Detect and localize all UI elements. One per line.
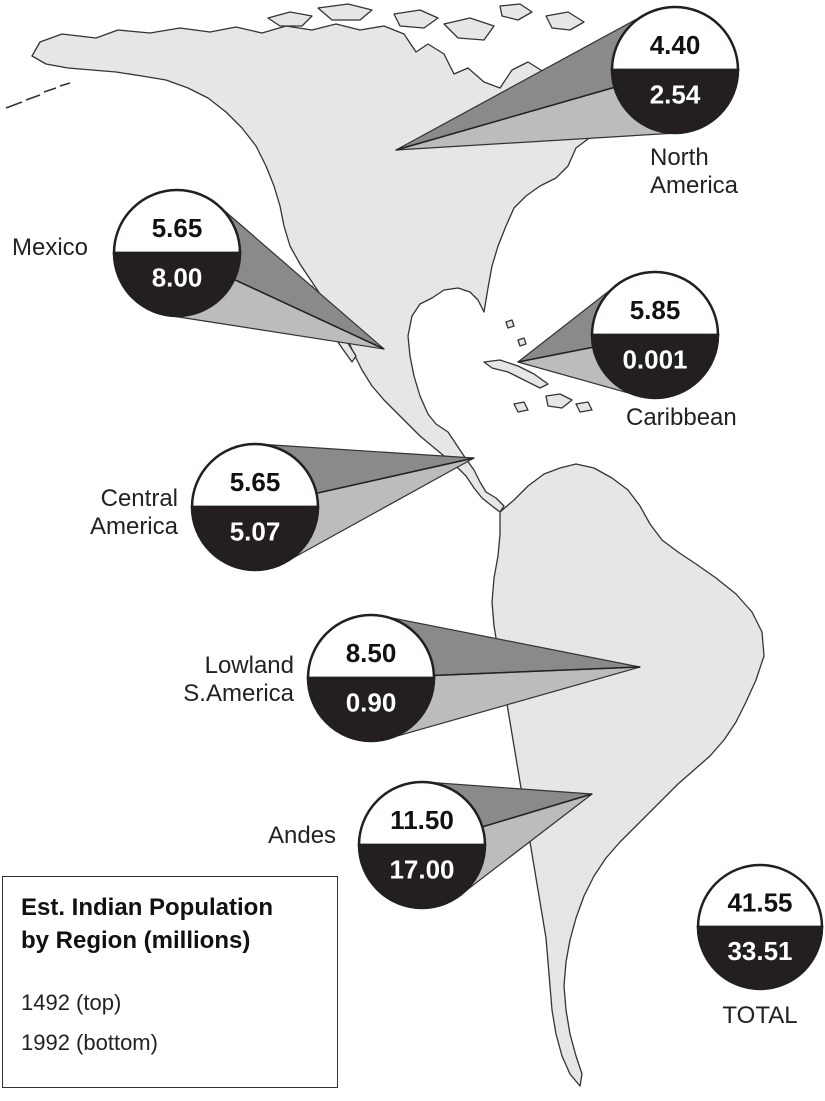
bubble-andes: 11.50 17.00 (357, 780, 487, 910)
bubble-central-america-value-1992: 5.07 (230, 516, 281, 546)
bubble-north-america: 4.40 2.54 (610, 5, 740, 135)
region-label-line: Lowland (204, 652, 294, 679)
bubble-central-america: 5.65 5.07 (190, 442, 320, 572)
bubble-total-value-1492: 41.55 (727, 888, 792, 918)
puerto-rico-island (575, 401, 593, 413)
bubble-lowland-south-america-top-half (306, 613, 436, 680)
bubble-mexico-value-1992: 8.00 (152, 262, 203, 292)
bubble-mexico-value-1492: 5.65 (152, 213, 203, 243)
bubble-north-america-value-1492: 4.40 (650, 30, 701, 60)
region-label-mexico: Mexico (12, 234, 88, 262)
bubble-andes-top-half (357, 780, 487, 847)
legend-bottom-note: 1992 (bottom) (21, 1030, 158, 1055)
bubble-mexico: 5.65 8.00 (112, 188, 242, 318)
bubble-andes-value-1992: 17.00 (389, 854, 454, 884)
arctic-island-4 (443, 17, 495, 41)
aleutian-island-3 (43, 87, 57, 93)
region-label-line: Mexico (12, 234, 89, 261)
region-label-line: America (89, 513, 178, 540)
legend-box: Est. Indian Population by Region (millio… (2, 876, 338, 1088)
south-america-landmass (491, 463, 765, 1087)
bubble-andes-value-1492: 11.50 (390, 805, 454, 835)
bubble-north-america-top-half (610, 5, 740, 72)
bubble-lowland-south-america-value-1492: 8.50 (346, 638, 397, 668)
bubble-central-america-value-1492: 5.65 (230, 467, 281, 497)
aleutian-island-2 (25, 94, 41, 101)
bubble-central-america-bottom-half (190, 505, 320, 572)
legend-title-line-1: Est. Indian Population (21, 894, 273, 921)
legend-title-line-2: by Region (millions) (21, 927, 251, 954)
region-label-line: Caribbean (626, 404, 737, 431)
cuba-island (483, 359, 549, 389)
jamaica-island (513, 401, 529, 413)
arctic-island-1 (267, 11, 313, 27)
bubble-total-top-half (696, 863, 824, 929)
arctic-island-6 (545, 11, 585, 31)
region-label-line: S.America (183, 680, 294, 707)
region-label-central-america: Central America (70, 485, 178, 541)
bubble-lowland-south-america-value-1992: 0.90 (346, 687, 397, 717)
bubble-central-america-top-half (190, 442, 320, 509)
bubble-caribbean-top-half (590, 270, 720, 337)
bubble-caribbean: 5.85 0.001 (590, 270, 720, 400)
region-label-caribbean: Caribbean (626, 404, 737, 432)
region-label-north-america: North America (650, 144, 738, 200)
bubble-mexico-bottom-half (112, 251, 242, 318)
aleutian-island-4 (59, 82, 71, 87)
bubble-mexico-top-half (112, 188, 242, 255)
bubble-lowland-south-america-bottom-half (306, 676, 436, 743)
region-label-lowland-south-america: Lowland S.America (160, 652, 294, 708)
north-america-landmass (31, 23, 635, 513)
arctic-island-3 (393, 9, 439, 29)
bubble-total-bottom-half (696, 925, 824, 991)
arctic-island-5 (499, 3, 533, 21)
arctic-island-2 (317, 3, 373, 21)
bubble-caribbean-bottom-half (590, 333, 720, 400)
legend-title: Est. Indian Population by Region (millio… (21, 891, 273, 957)
hispaniola-island (545, 393, 573, 409)
total-label-text: TOTAL (722, 1002, 798, 1029)
aleutian-island-1 (5, 101, 23, 109)
bahamas-island-1 (505, 319, 515, 329)
bubble-total-value-1992: 33.51 (727, 936, 792, 966)
region-label-line: Andes (268, 822, 337, 849)
region-label-line: Central (100, 485, 178, 512)
total-label: TOTAL (710, 1002, 810, 1030)
bubble-andes-bottom-half (357, 843, 487, 910)
callout-wedge-layer (166, 14, 680, 896)
callout-wedge-north-america (395, 14, 680, 151)
bubble-lowland-south-america: 8.50 0.90 (306, 613, 436, 743)
population-bubble-layer: 4.40 2.54 5.65 8.00 5.85 0.001 5.65 5.07 8.50 0.9… (112, 5, 824, 1084)
bubble-total: 41.55 33.51 (696, 863, 824, 991)
bubble-caribbean-value-1992: 0.001 (622, 344, 687, 374)
region-label-andes: Andes (268, 822, 336, 850)
region-label-line: North (650, 144, 709, 171)
bahamas-island-2 (517, 337, 527, 347)
bubble-caribbean-value-1492: 5.85 (630, 295, 681, 325)
legend-top-note: 1492 (top) (21, 990, 122, 1015)
bubble-north-america-value-1992: 2.54 (650, 79, 701, 109)
region-label-line: America (650, 172, 739, 199)
bubble-north-america-bottom-half (610, 68, 740, 135)
